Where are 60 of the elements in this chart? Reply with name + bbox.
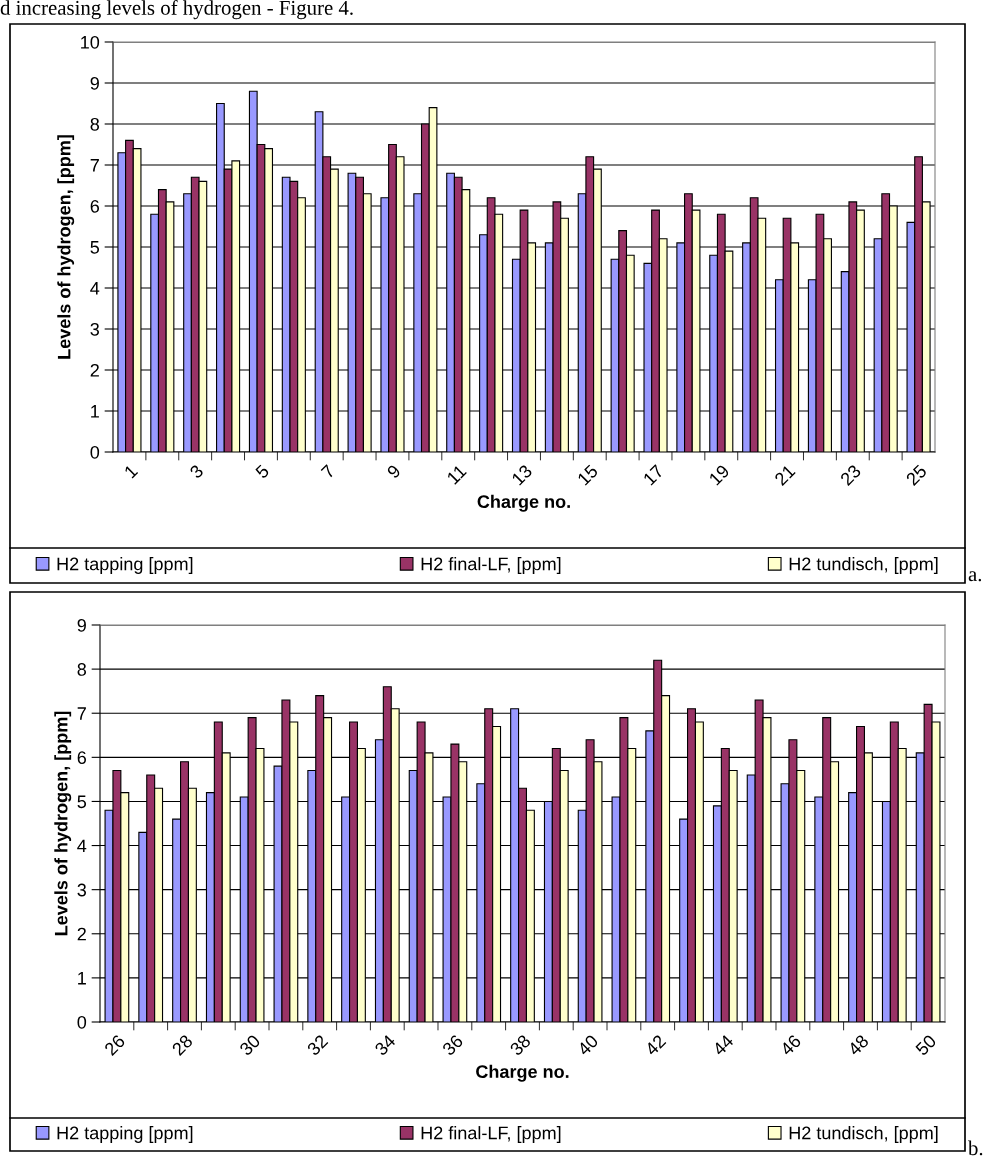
x-tick-label: 11 <box>446 464 467 485</box>
y-tick-label: 8 <box>77 663 87 676</box>
y-axis-title: Levels of hydrogen, [ppm] <box>54 711 72 936</box>
legend-label: H2 tundisch, [ppm] <box>789 1126 938 1143</box>
x-tick-label: 9 <box>386 464 402 479</box>
x-tick-label: 7 <box>320 464 336 479</box>
y-tick-label: 1 <box>78 972 86 985</box>
legend-label: H2 tundisch, [ppm] <box>789 557 938 574</box>
x-tick-label: 5 <box>254 464 270 480</box>
y-tick-label: 7 <box>77 707 86 720</box>
text: b. <box>968 1140 983 1156</box>
x-tick-label: 30 <box>238 1033 261 1057</box>
x-tick-label: 34 <box>373 1033 397 1057</box>
legend-label: H2 tapping [ppm] <box>57 1126 193 1143</box>
y-tick-label: 9 <box>90 76 99 90</box>
y-tick-label: 4 <box>77 839 87 853</box>
y-tick-label: 10 <box>81 35 100 49</box>
x-axis-title: Charge no. <box>476 1064 569 1082</box>
x-tick-label: 1 <box>123 464 139 479</box>
legend-label: H2 tapping [ppm] <box>57 557 193 574</box>
x-tick-label: 3 <box>188 464 205 480</box>
x-tick-label: 19 <box>708 464 731 486</box>
y-tick-label: 3 <box>90 322 100 336</box>
y-tick-label: 0 <box>90 445 100 459</box>
x-tick-label: 21 <box>773 464 796 486</box>
x-tick-label: 25 <box>905 463 928 487</box>
y-tick-label: 4 <box>90 282 100 295</box>
legend-label: H2 final-LF, [ppm] <box>421 557 561 574</box>
y-tick-label: 0 <box>77 1015 87 1029</box>
x-tick-label: 17 <box>642 464 665 486</box>
x-tick-label: 42 <box>644 1034 667 1057</box>
y-tick-label: 5 <box>77 795 87 809</box>
x-tick-label: 50 <box>914 1033 937 1057</box>
x-tick-label: 13 <box>511 464 533 486</box>
x-tick-label: 40 <box>576 1033 599 1057</box>
y-tick-label: 7 <box>90 159 99 172</box>
y-tick-label: 3 <box>77 883 87 897</box>
y-tick-label: 1 <box>91 405 99 418</box>
y-tick-label: 5 <box>90 241 100 254</box>
y-tick-label: 2 <box>77 927 86 941</box>
y-tick-label: 2 <box>90 363 99 377</box>
text: d increasing levels of hydrogen - Figure 4. <box>0 0 353 20</box>
y-tick-label: 6 <box>90 199 100 213</box>
y-tick-label: 8 <box>90 117 100 131</box>
x-axis-title: Charge no. <box>477 494 570 512</box>
x-tick-label: 46 <box>779 1034 802 1057</box>
y-axis-title: Levels of hydrogen, [ppm] <box>57 135 75 359</box>
x-tick-label: 36 <box>441 1034 464 1057</box>
x-tick-label: 15 <box>577 464 599 486</box>
x-tick-label: 28 <box>171 1034 194 1057</box>
y-tick-label: 9 <box>77 618 86 632</box>
x-tick-label: 44 <box>711 1033 735 1057</box>
x-tick-label: 38 <box>509 1034 532 1057</box>
y-tick-label: 6 <box>77 751 87 765</box>
x-tick-label: 48 <box>846 1034 870 1057</box>
x-tick-label: 23 <box>839 464 862 487</box>
legend-label: H2 final-LF, [ppm] <box>421 1126 561 1143</box>
x-tick-label: 26 <box>103 1034 126 1057</box>
text: a. <box>968 571 982 582</box>
x-tick-label: 32 <box>306 1034 329 1057</box>
